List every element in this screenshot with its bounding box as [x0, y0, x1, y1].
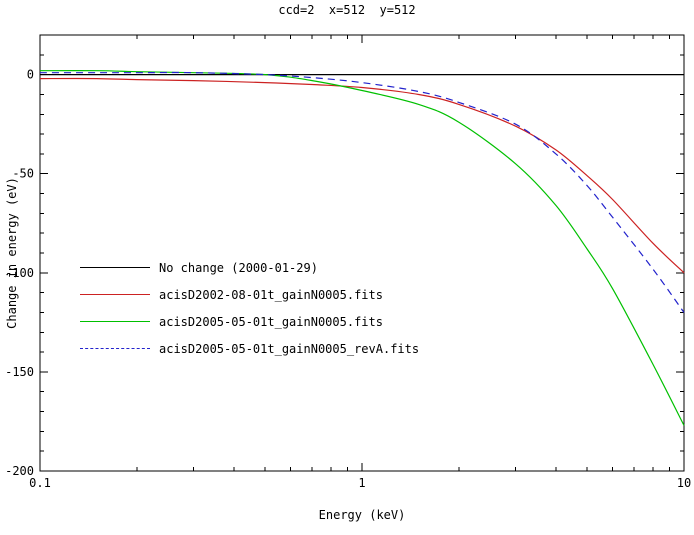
- plot-title: ccd=2 x=512 y=512: [278, 3, 416, 17]
- legend: No change (2000-01-29) acisD2002-08-01t_…: [80, 254, 419, 362]
- legend-label: acisD2005-05-01t_gainN0005.fits: [159, 314, 383, 329]
- x-axis-title: Energy (keV): [318, 508, 406, 522]
- legend-item: acisD2005-05-01t_gainN0005_revA.fits: [80, 335, 419, 362]
- plot-frame: [39, 34, 685, 472]
- x-tick-label: 1: [358, 476, 365, 490]
- y-tick-label: -100: [5, 266, 34, 280]
- x-axis-ticks: 0.1 1 10: [29, 35, 691, 490]
- y-tick-label: 0: [27, 68, 34, 82]
- legend-item: No change (2000-01-29): [80, 254, 419, 281]
- legend-item: acisD2005-05-01t_gainN0005.fits: [80, 308, 419, 335]
- legend-label: No change (2000-01-29): [159, 260, 318, 275]
- y-tick-label: -50: [12, 167, 34, 181]
- legend-sample: [80, 348, 150, 349]
- series-curve-1: [39, 77, 685, 274]
- series-curve-3: [40, 71, 685, 313]
- legend-item: acisD2002-08-01t_gainN0005.fits: [80, 281, 419, 308]
- y-axis-title: Change in energy (eV): [5, 177, 19, 329]
- x-tick-label: 10: [677, 476, 691, 490]
- x-tick-label: 0.1: [29, 476, 51, 490]
- legend-sample: [80, 267, 150, 268]
- y-tick-label: -150: [5, 365, 34, 379]
- legend-label: acisD2005-05-01t_gainN0005_revA.fits: [159, 341, 420, 356]
- y-axis-ticks: 0 -50 -100 -150 -200: [5, 54, 684, 478]
- legend-sample: [80, 294, 150, 295]
- legend-sample: [80, 321, 150, 322]
- series-curve-2: [39, 70, 685, 426]
- legend-label: acisD2002-08-01t_gainN0005.fits: [159, 287, 383, 302]
- y-tick-label: -200: [5, 464, 34, 478]
